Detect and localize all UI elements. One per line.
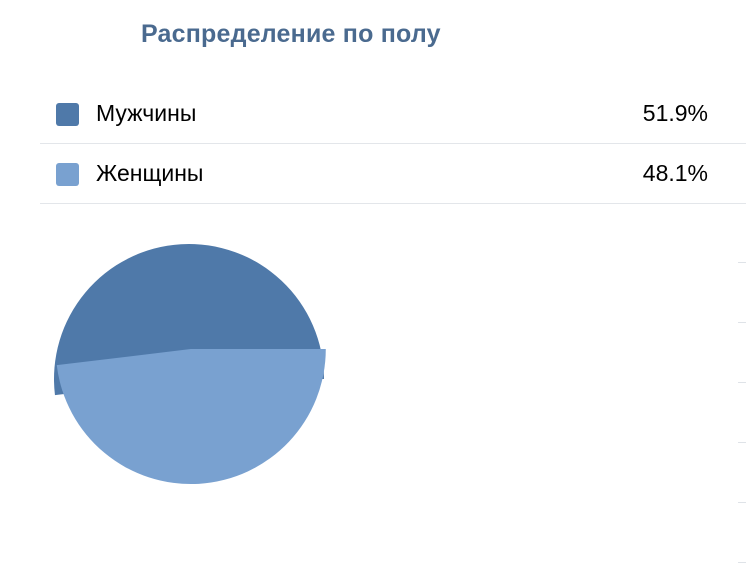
legend-row-female[interactable]: Женщины 48.1% bbox=[40, 144, 746, 204]
legend: Мужчины 51.9% Женщины 48.1% bbox=[40, 84, 746, 204]
tick-mark bbox=[738, 442, 746, 443]
legend-value-male: 51.9% bbox=[642, 100, 708, 126]
tick-mark bbox=[738, 382, 746, 383]
legend-label-male: Мужчины bbox=[96, 100, 197, 126]
pie-slice-female[interactable] bbox=[56, 349, 326, 485]
axis-ticks-right bbox=[738, 0, 746, 588]
legend-value-female: 48.1% bbox=[642, 160, 708, 186]
tick-mark bbox=[738, 562, 746, 563]
legend-label-female: Женщины bbox=[96, 160, 204, 186]
tick-mark bbox=[738, 322, 746, 323]
chart-title: Распределение по полу bbox=[141, 20, 441, 48]
legend-row-male[interactable]: Мужчины 51.9% bbox=[40, 84, 746, 144]
legend-swatch-female bbox=[56, 163, 79, 186]
tick-mark bbox=[738, 502, 746, 503]
legend-swatch-male bbox=[56, 103, 79, 126]
tick-mark bbox=[738, 262, 746, 263]
